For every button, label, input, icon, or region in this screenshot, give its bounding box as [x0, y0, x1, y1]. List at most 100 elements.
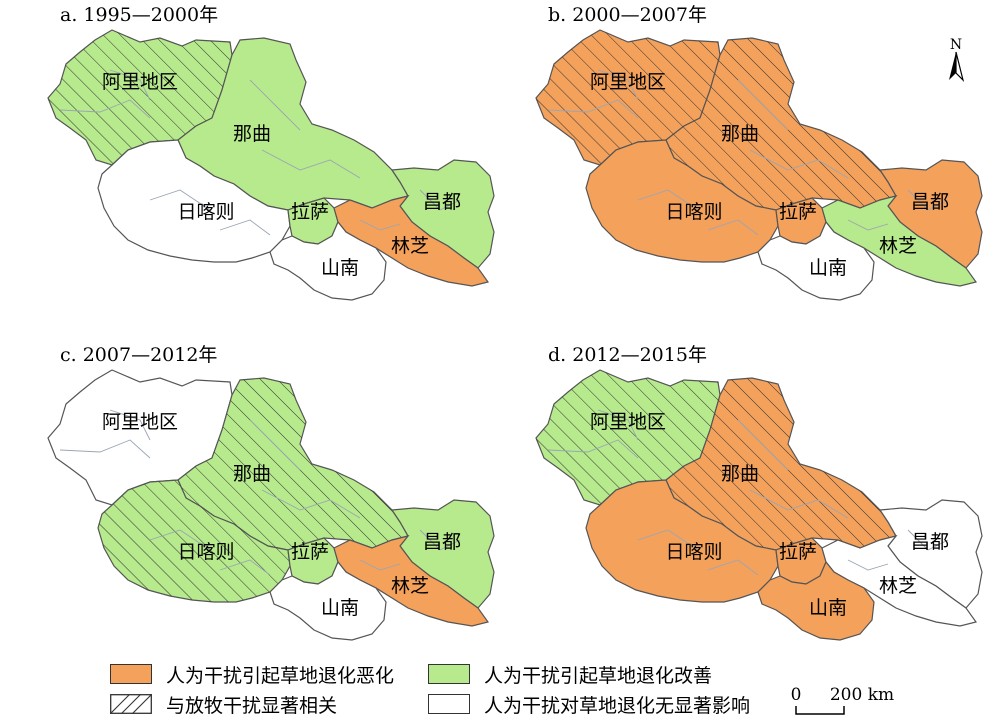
region-rikaze-grazing-hatch [98, 480, 290, 602]
county-boundary [737, 79, 789, 131]
map-panel-d: d. 2012—2015年 阿里地区那曲日喀则 拉萨 昌都林芝山南 [488, 340, 988, 670]
region-naqu-grazing-hatch [178, 378, 408, 550]
region-label-rikaze: 日喀则 [665, 541, 722, 563]
county-boundary [109, 409, 151, 441]
region-label-shannan: 山南 [809, 257, 847, 279]
region-label-lasa: 拉萨 [779, 541, 817, 563]
region-shannan [757, 560, 875, 641]
legend-item-grazing: 与放牧干扰显著相关 [110, 692, 338, 717]
county-boundary [749, 489, 849, 519]
county-boundary [359, 559, 401, 571]
panel-title: d. 2012—2015年 [548, 344, 707, 366]
north-label: N [950, 37, 962, 53]
county-boundary [597, 69, 639, 101]
region-shannan [757, 220, 875, 301]
no-effect-swatch [428, 694, 470, 714]
region-label-rikaze: 日喀则 [177, 201, 234, 223]
region-naqu-grazing-hatch [666, 378, 896, 550]
region-label-linzhi: 林芝 [391, 575, 429, 597]
region-label-naqu: 那曲 [721, 123, 759, 145]
county-boundary [59, 99, 151, 119]
scale-bar: 0 200 km [791, 685, 894, 715]
county-boundary [59, 439, 151, 459]
county-boundary [907, 529, 949, 551]
region-label-changdu: 昌都 [911, 191, 949, 213]
map-panel-c: c. 2007—2012年 阿里地区那曲日喀则 拉萨 昌都林芝山南 [0, 340, 500, 670]
panel-title: c. 2007—2012年 [60, 344, 218, 366]
region-label-ali: 阿里地区 [590, 71, 666, 93]
region-label-lasa: 拉萨 [291, 201, 329, 223]
region-label-changdu: 昌都 [911, 531, 949, 553]
county-boundary [637, 189, 699, 211]
region-label-ali: 阿里地区 [590, 411, 666, 433]
legend-label: 人为干扰引起草地退化改善 [484, 664, 713, 687]
county-boundary [847, 559, 889, 571]
county-boundary [249, 419, 301, 471]
region-label-linzhi: 林芝 [879, 575, 917, 597]
county-boundary [547, 439, 639, 459]
region-shannan [269, 220, 387, 301]
region-naqu-grazing-hatch [666, 38, 896, 210]
region-label-naqu: 那曲 [233, 123, 271, 145]
county-boundary [597, 409, 639, 441]
county-boundary [707, 559, 759, 576]
scale-start: 0 [791, 685, 802, 705]
region-label-changdu: 昌都 [423, 531, 461, 553]
county-boundary [261, 149, 361, 179]
region-label-lasa: 拉萨 [779, 201, 817, 223]
county-boundary [261, 489, 361, 519]
county-boundary [109, 69, 151, 101]
region-ali-grazing-hatch [536, 30, 720, 165]
region-ali-grazing-hatch [48, 30, 232, 165]
legend-label: 人为干扰对草地退化无显著影响 [484, 694, 751, 717]
region-label-shannan: 山南 [809, 597, 847, 619]
region-label-linzhi: 林芝 [879, 235, 917, 257]
region-label-shannan: 山南 [321, 257, 359, 279]
region-shannan [269, 560, 387, 641]
legend-item-worsening: 人为干扰引起草地退化恶化 [110, 662, 395, 687]
region-label-linzhi: 林芝 [391, 235, 429, 257]
improving-swatch [428, 664, 470, 684]
region-ali-grazing-hatch [536, 370, 720, 505]
map-panel-a: a. 1995—2000年 阿里地区那曲日喀则 拉萨 昌都林芝山南 [0, 0, 500, 330]
map-panel-b: b. 2000—2007年 阿里地区那曲日喀则 拉萨 昌都林芝山南 [488, 0, 988, 330]
county-boundary [547, 99, 639, 119]
county-boundary [847, 219, 889, 231]
county-boundary [419, 189, 461, 211]
legend-label: 人为干扰引起草地退化恶化 [166, 664, 395, 687]
north-arrow-icon: N [949, 37, 965, 82]
county-boundary [359, 219, 401, 231]
panel-title: b. 2000—2007年 [548, 4, 707, 26]
region-label-rikaze: 日喀则 [665, 201, 722, 223]
county-boundary [707, 219, 759, 236]
county-boundary [249, 79, 301, 131]
county-boundary [737, 419, 789, 471]
worsening-swatch [110, 664, 152, 684]
scale-end: 200 km [830, 685, 894, 705]
county-boundary [219, 219, 271, 236]
legend-item-no-effect: 人为干扰对草地退化无显著影响 [428, 692, 751, 717]
region-label-lasa: 拉萨 [291, 541, 329, 563]
county-boundary [637, 529, 699, 551]
region-label-rikaze: 日喀则 [177, 541, 234, 563]
county-boundary [149, 189, 211, 211]
county-boundary [907, 189, 949, 211]
region-label-ali: 阿里地区 [102, 411, 178, 433]
legend-label: 与放牧干扰显著相关 [166, 694, 338, 717]
legend-item-improving: 人为干扰引起草地退化改善 [428, 662, 713, 687]
legend: 人为干扰引起草地退化恶化 人为干扰引起草地退化改善 与放牧干扰显著相关 人为干扰… [110, 662, 810, 718]
region-label-shannan: 山南 [321, 597, 359, 619]
region-label-naqu: 那曲 [233, 463, 271, 485]
hatch-swatch [110, 694, 152, 714]
region-label-naqu: 那曲 [721, 463, 759, 485]
county-boundary [419, 529, 461, 551]
region-label-ali: 阿里地区 [102, 71, 178, 93]
region-label-changdu: 昌都 [423, 191, 461, 213]
county-boundary [749, 149, 849, 179]
panel-title: a. 1995—2000年 [60, 4, 219, 26]
county-boundary [219, 559, 271, 576]
